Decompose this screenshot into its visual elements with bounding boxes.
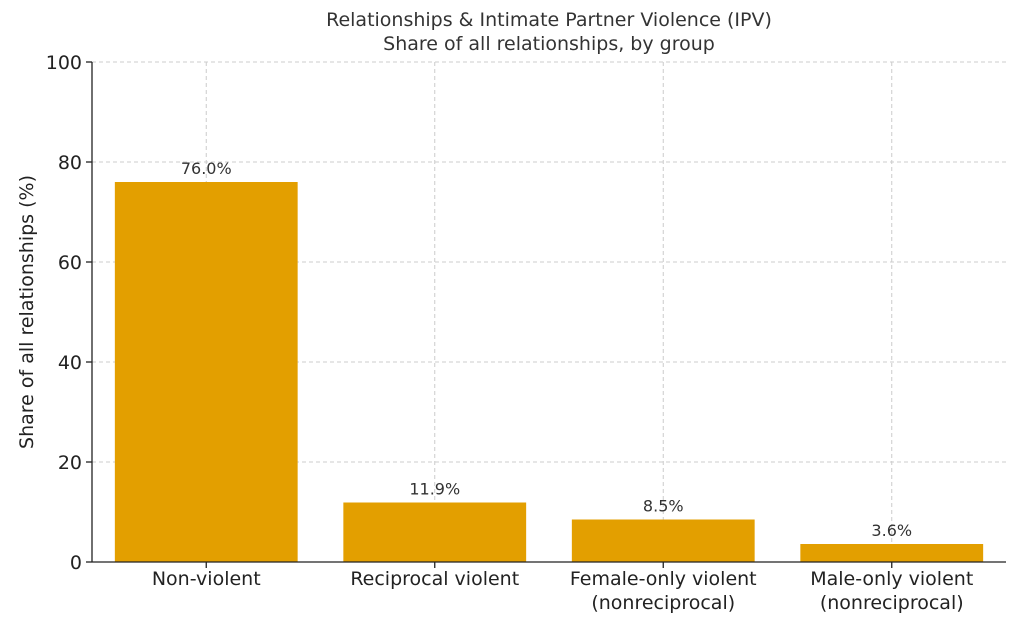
y-tick-label: 0 [70,552,82,574]
bars [114,182,984,562]
y-tick-label: 20 [58,452,82,474]
axes: 0 20 40 60 80 100 Non-violent Reciprocal violen… [46,52,1006,614]
y-axis-label: Share of all relationships (%) [16,175,38,449]
y-tick-label: 40 [58,352,82,374]
chart-title: Relationships & Intimate Partner Violenc… [326,9,772,31]
y-tick-label: 80 [58,152,82,174]
bar [571,519,755,562]
bar-value-label: 3.6% [871,521,912,540]
bar [114,182,298,562]
bar-value-label: 8.5% [643,497,684,516]
x-tick-label: Non-violent [152,568,261,590]
x-tick-label: Reciprocal violent [350,568,519,590]
bar [343,502,527,562]
bar-value-label: 11.9% [409,480,460,499]
x-tick-label: (nonreciprocal) [820,592,964,614]
y-tick-label: 60 [58,252,82,274]
x-tick-label: Male-only violent [810,568,973,590]
x-tick-label: Female-only violent [570,568,757,590]
data-labels: 76.0% 11.9% 8.5% 3.6% [181,159,912,540]
x-tick-label: (nonreciprocal) [591,592,735,614]
y-tick-label: 100 [46,52,82,74]
bar-value-label: 76.0% [181,159,232,178]
chart-subtitle: Share of all relationships, by group [383,33,715,55]
bar [800,544,984,562]
